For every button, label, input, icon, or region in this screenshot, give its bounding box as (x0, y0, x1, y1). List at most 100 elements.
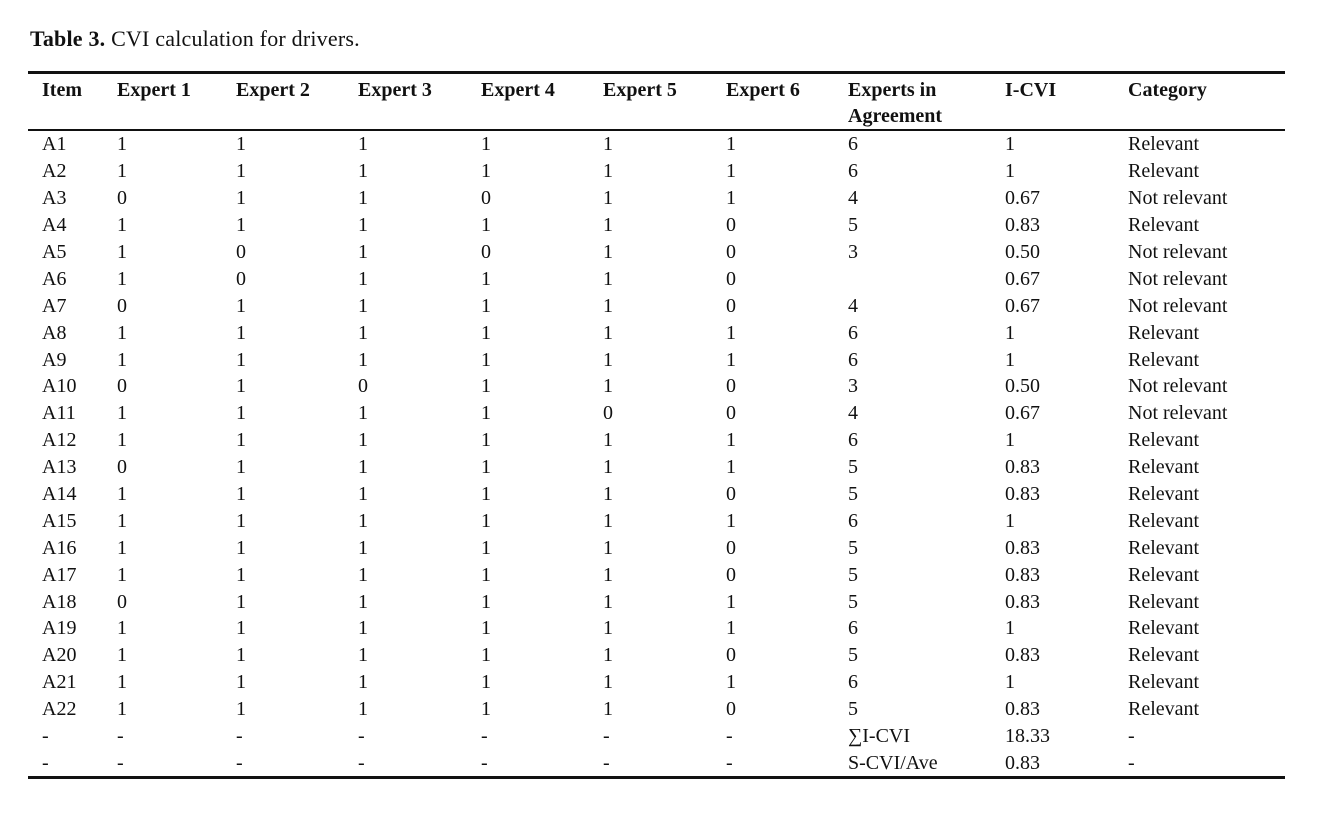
table-row: A15 1 1 1 1 1 1 6 1 Relevant (28, 507, 1285, 534)
table-cell: A4 (42, 214, 67, 237)
table-cell: 0 (236, 241, 246, 263)
table-row: A14 1 1 1 1 1 0 5 0.83 Relevant (28, 481, 1285, 508)
table-cell: 1 (481, 536, 491, 559)
table-cell: 1 (481, 509, 491, 532)
table-cell: 0 (236, 267, 246, 290)
table-cell: 1 (358, 214, 368, 237)
table-row: A8 1 1 1 1 1 1 6 1 Relevant (28, 319, 1285, 346)
table-cell: A12 (42, 429, 77, 452)
table-cell: 1 (481, 133, 491, 156)
table-cell: Relevant (1128, 214, 1200, 237)
table-cell: 1 (603, 187, 613, 210)
table-cell: 5 (848, 644, 858, 667)
table-cell: A13 (42, 456, 77, 479)
table-cell: 1 (358, 536, 368, 559)
table-cell: 1 (481, 563, 491, 586)
table-cell: 1 (358, 321, 368, 344)
table-cell: 0 (726, 402, 736, 425)
table-cell: 6 (848, 617, 858, 640)
table-cell: 0.83 (1005, 751, 1040, 774)
table-cell: Not relevant (1128, 402, 1228, 425)
table-cell: 1 (236, 483, 246, 506)
table-cell: 6 (848, 160, 858, 183)
table-row: A22 1 1 1 1 1 0 5 0.83 Relevant (28, 696, 1285, 723)
table-cell: 1 (1005, 321, 1015, 344)
table-cell: 1 (358, 617, 368, 640)
table-label: Table 3. (30, 26, 106, 51)
column-header: Expert 5 (603, 79, 677, 101)
column-header: Experts in Agreement (848, 79, 943, 127)
table-cell: Relevant (1128, 456, 1200, 479)
table-cell: 0.83 (1005, 644, 1040, 667)
table-cell: Relevant (1128, 671, 1200, 694)
table-cell: 1 (726, 321, 736, 344)
table-row: A3 0 1 1 0 1 1 4 0.67 Not relevant (28, 185, 1285, 212)
table-cell: 6 (848, 348, 858, 371)
table-row: A4 1 1 1 1 1 0 5 0.83 Relevant (28, 212, 1285, 239)
column-header: Item (42, 79, 82, 101)
table-cell: 0 (481, 241, 491, 263)
table-row: A2 1 1 1 1 1 1 6 1 Relevant (28, 158, 1285, 185)
table-cell: 0.83 (1005, 536, 1040, 559)
table-cell: 0 (117, 456, 127, 479)
table-cell: 1 (726, 429, 736, 452)
table-cell: 1 (236, 133, 246, 156)
table-cell: 1 (236, 671, 246, 694)
table-cell: 0.83 (1005, 590, 1040, 613)
table-cell: 1 (726, 590, 736, 613)
table-row: A21 1 1 1 1 1 1 6 1 Relevant (28, 669, 1285, 696)
table-cell: 1 (117, 483, 127, 506)
table-cell: 1 (603, 375, 613, 398)
table-cell: - (481, 751, 488, 774)
table-cell: 1 (358, 267, 368, 290)
table-cell: A11 (42, 402, 76, 425)
table-cell: 1 (358, 402, 368, 425)
table-cell: 1 (117, 671, 127, 694)
table-cell: 5 (848, 214, 858, 237)
table-cell: A3 (42, 187, 67, 210)
table-cell: 1 (236, 456, 246, 479)
table-cell: 0.50 (1005, 241, 1040, 263)
table-cell: 1 (603, 348, 613, 371)
table-cell: 0 (117, 375, 127, 398)
table-cell: 1 (236, 536, 246, 559)
table-cell: 1 (236, 294, 246, 317)
table-cell: 0 (726, 644, 736, 667)
table-cell: - (603, 725, 610, 748)
table-cell: 1 (481, 671, 491, 694)
table-cell: Not relevant (1128, 375, 1228, 398)
table-cell: 1 (481, 429, 491, 452)
table-cell: - (358, 725, 365, 748)
table-cell: 1 (358, 483, 368, 506)
table-row: A10 0 1 0 1 1 0 3 0.50 Not relevant (28, 373, 1285, 400)
table-cell: Not relevant (1128, 187, 1228, 210)
table-cell: 1 (236, 590, 246, 613)
table-cell: A9 (42, 348, 67, 371)
table-cell: S-CVI/Ave (848, 751, 938, 774)
table-cell: 6 (848, 133, 858, 156)
table-cell: A1 (42, 133, 67, 156)
column-header: Expert 3 (358, 79, 432, 101)
table-cell: 1 (236, 375, 246, 398)
table-cell: 1 (236, 563, 246, 586)
table-cell: A5 (42, 241, 67, 263)
table-cell: 5 (848, 590, 858, 613)
table-cell: 0 (726, 294, 736, 317)
table-caption-text: CVI calculation for drivers. (105, 26, 360, 51)
table-cell: 0.50 (1005, 375, 1040, 398)
table-cell: 0 (358, 375, 368, 398)
table-cell: 1 (603, 671, 613, 694)
table-row: A18 0 1 1 1 1 1 5 0.83 Relevant (28, 588, 1285, 615)
table-cell: A21 (42, 671, 77, 694)
column-header: Category (1128, 79, 1207, 101)
table-cell: A8 (42, 321, 67, 344)
table-cell: 1 (117, 563, 127, 586)
table-cell: 1 (236, 214, 246, 237)
table-cell: 3 (848, 241, 858, 263)
table-cell: 5 (848, 698, 858, 721)
table-cell: 1 (236, 321, 246, 344)
table-cell: 18.33 (1005, 725, 1050, 748)
table-cell: 6 (848, 509, 858, 532)
table-cell: A2 (42, 160, 67, 183)
table-cell: 0 (603, 402, 613, 425)
